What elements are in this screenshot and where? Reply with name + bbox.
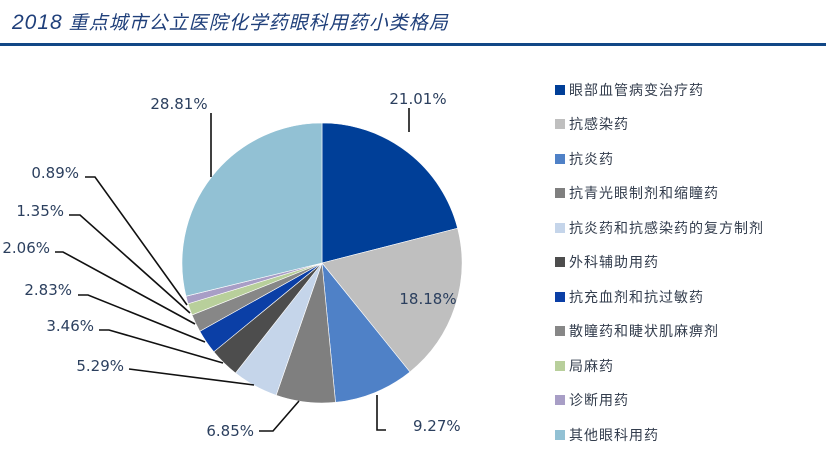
data-label: 21.01% (389, 90, 446, 108)
leader-lines (55, 108, 410, 432)
leader-line (69, 214, 191, 314)
leader-line (259, 400, 300, 432)
legend-item: 散瞳药和睫状肌麻痹剂 (555, 319, 719, 343)
data-label: 18.18% (399, 290, 456, 308)
data-label: 1.35% (16, 202, 64, 220)
data-label: 9.27% (413, 417, 461, 435)
chart-title-text: 重点城市公立医院化学药眼科用药小类格局 (68, 12, 449, 34)
legend-label: 抗青光眼制剂和缩瞳药 (569, 186, 719, 203)
leader-line (78, 294, 206, 343)
legend-item: 其他眼科用药 (555, 423, 659, 447)
legend-label: 散瞳药和睫状肌麻痹剂 (569, 324, 719, 341)
legend-item: 外科辅助用药 (555, 250, 659, 274)
legend-item: 局麻药 (555, 354, 614, 378)
legend-item: 抗青光眼制剂和缩瞳药 (555, 181, 719, 205)
legend-item: 抗充血剂和抗过敏药 (555, 285, 704, 309)
legend-swatch-icon (555, 85, 565, 95)
legend-label: 抗感染药 (569, 117, 629, 134)
pie-slice (321, 262, 411, 403)
legend-swatch-icon (555, 360, 565, 371)
legend-swatch-icon (555, 395, 565, 406)
legend-label: 其他眼科用药 (569, 427, 659, 444)
data-labels: 21.01% 18.18% 9.27% 6.85% 5.29% 3.46% 2.83% 2.0… (2, 90, 460, 440)
pie-slices (181, 122, 463, 404)
legend-label: 局麻药 (569, 358, 614, 375)
data-label: 6.85% (206, 422, 254, 440)
leader-line (85, 176, 188, 306)
legend-swatch-icon (555, 222, 565, 233)
legend-swatch-icon (555, 119, 565, 130)
data-label: 5.29% (76, 357, 124, 375)
legend-label: 抗充血剂和抗过敏药 (569, 289, 704, 306)
title-divider (0, 43, 826, 46)
leader-line (376, 395, 386, 431)
legend-item: 诊断用药 (555, 388, 629, 412)
legend-swatch-icon (555, 188, 565, 199)
leader-line (128, 368, 255, 386)
data-label: 0.89% (31, 164, 79, 182)
legend-swatch-icon (555, 153, 565, 164)
leader-line (99, 329, 224, 364)
pie-slice (321, 122, 458, 264)
legend-label: 眼部血管病变治疗药 (569, 83, 704, 99)
legend-label: 抗炎药和抗感染药的复方制剂 (569, 220, 764, 237)
leader-line (55, 251, 196, 325)
pie-slice (181, 122, 323, 297)
data-label: 2.06% (2, 239, 50, 257)
data-label: 2.83% (24, 281, 72, 299)
legend-swatch-icon (555, 257, 565, 268)
legend-swatch-icon (555, 291, 565, 302)
chart-title: 2018 重点城市公立医院化学药眼科用药小类格局 (12, 8, 449, 38)
data-label: 28.81% (150, 95, 207, 113)
data-label: 3.46% (46, 317, 94, 335)
legend-label: 抗炎药 (569, 151, 614, 168)
legend-label: 外科辅助用药 (569, 255, 659, 272)
legend-swatch-icon (555, 429, 565, 440)
legend-swatch-icon (555, 326, 565, 337)
legend-item: 抗炎药 (555, 147, 614, 171)
legend-item: 眼部血管病变治疗药 (555, 78, 704, 102)
legend-item: 抗感染药 (555, 112, 629, 136)
legend-label: 诊断用药 (569, 393, 629, 410)
pie-slice (321, 227, 463, 373)
legend-item: 抗炎药和抗感染药的复方制剂 (555, 216, 764, 240)
chart-title-year: 2018 (12, 11, 63, 34)
